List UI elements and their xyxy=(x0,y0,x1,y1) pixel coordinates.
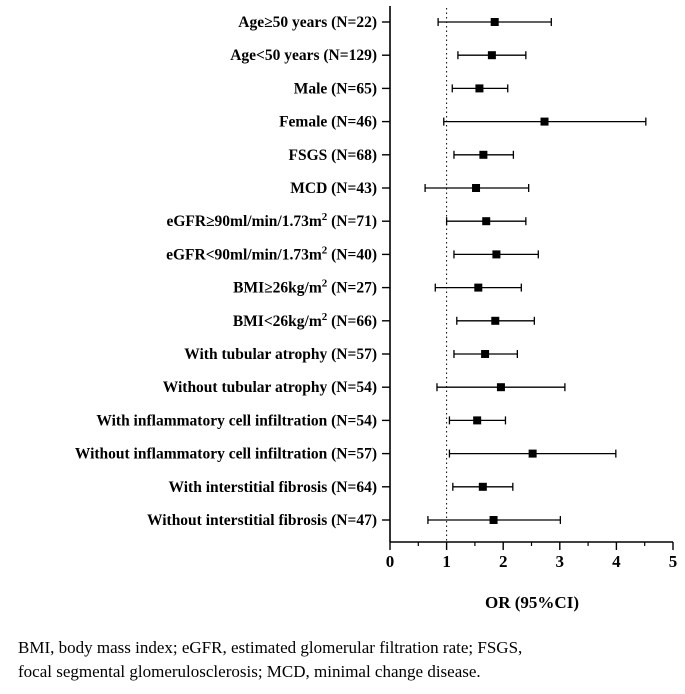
forest-row: BMI≥26kg/m2 (N=27) xyxy=(233,278,522,297)
point-estimate xyxy=(528,449,537,458)
x-tick-label: 5 xyxy=(669,552,678,571)
point-estimate xyxy=(482,217,491,226)
row-label: Without tubular atrophy (N=54) xyxy=(163,379,377,396)
forest-row: Female (N=46) xyxy=(279,114,647,131)
row-label: Female (N=46) xyxy=(279,114,377,131)
row-label: Male (N=65) xyxy=(294,80,377,97)
forest-row: With inflammatory cell infiltration (N=5… xyxy=(96,412,507,429)
row-label: With interstitial fibrosis (N=64) xyxy=(169,479,377,496)
point-estimate xyxy=(479,150,488,159)
forest-row: FSGS (N=68) xyxy=(289,147,515,164)
forest-plot: Age≥50 years (N=22) Age<50 years (N=129) M… xyxy=(75,6,678,612)
point-estimate xyxy=(478,482,487,491)
row-label: Without interstitial fibrosis (N=47) xyxy=(147,512,377,529)
rows-layer: Age≥50 years (N=22) Age<50 years (N=129) M… xyxy=(75,14,647,529)
x-tick-label: 3 xyxy=(556,552,565,571)
forest-row: With tubular atrophy (N=57) xyxy=(184,346,518,363)
row-label: eGFR<90ml/min/1.73m2 (N=40) xyxy=(166,244,377,263)
row-label: BMI<26kg/m2 (N=66) xyxy=(233,311,377,330)
row-label: With inflammatory cell infiltration (N=5… xyxy=(96,412,377,429)
row-label: Without inflammatory cell infiltration (… xyxy=(75,446,377,463)
forest-row: eGFR≥90ml/min/1.73m2 (N=71) xyxy=(166,211,527,230)
row-label: Age<50 years (N=129) xyxy=(230,47,377,64)
point-estimate xyxy=(487,51,496,60)
point-estimate xyxy=(472,184,481,192)
point-estimate xyxy=(496,383,505,392)
footnote: BMI, body mass index; eGFR, estimated gl… xyxy=(18,636,678,684)
x-tick-label: 4 xyxy=(612,552,621,571)
point-estimate xyxy=(490,18,499,26)
x-tick-label: 1 xyxy=(442,552,451,571)
row-label: With tubular atrophy (N=57) xyxy=(184,346,377,363)
forest-row: Male (N=65) xyxy=(294,80,509,97)
footnote-line-2: focal segmental glomerulosclerosis; MCD,… xyxy=(18,662,481,681)
point-estimate xyxy=(492,250,501,259)
point-estimate xyxy=(473,416,482,425)
forest-row: Without inflammatory cell infiltration (… xyxy=(75,446,617,463)
x-axis: 0 1 2 3 4 5 xyxy=(386,6,678,571)
forest-row: With interstitial fibrosis (N=64) xyxy=(169,479,514,496)
point-estimate xyxy=(475,84,484,93)
point-estimate xyxy=(489,516,498,524)
forest-row: BMI<26kg/m2 (N=66) xyxy=(233,311,535,330)
footnote-line-1: BMI, body mass index; eGFR, estimated gl… xyxy=(18,638,523,657)
forest-row: Without interstitial fibrosis (N=47) xyxy=(147,512,562,529)
x-tick-label: 2 xyxy=(499,552,508,571)
point-estimate xyxy=(491,316,500,325)
forest-row: MCD (N=43) xyxy=(290,180,530,197)
point-estimate xyxy=(474,283,483,292)
row-label: BMI≥26kg/m2 (N=27) xyxy=(233,278,377,297)
point-estimate xyxy=(540,117,549,126)
forest-row: Age<50 years (N=129) xyxy=(230,47,527,64)
x-tick-label: 0 xyxy=(386,552,395,571)
row-label: FSGS (N=68) xyxy=(289,147,378,164)
point-estimate xyxy=(481,350,490,358)
row-label: MCD (N=43) xyxy=(290,180,377,197)
forest-row: Without tubular atrophy (N=54) xyxy=(163,379,566,396)
row-label: Age≥50 years (N=22) xyxy=(238,14,377,31)
forest-row: Age≥50 years (N=22) xyxy=(238,14,552,31)
row-label: eGFR≥90ml/min/1.73m2 (N=71) xyxy=(166,211,377,230)
x-axis-title: OR (95%CI) xyxy=(485,593,579,612)
forest-row: eGFR<90ml/min/1.73m2 (N=40) xyxy=(166,244,539,263)
